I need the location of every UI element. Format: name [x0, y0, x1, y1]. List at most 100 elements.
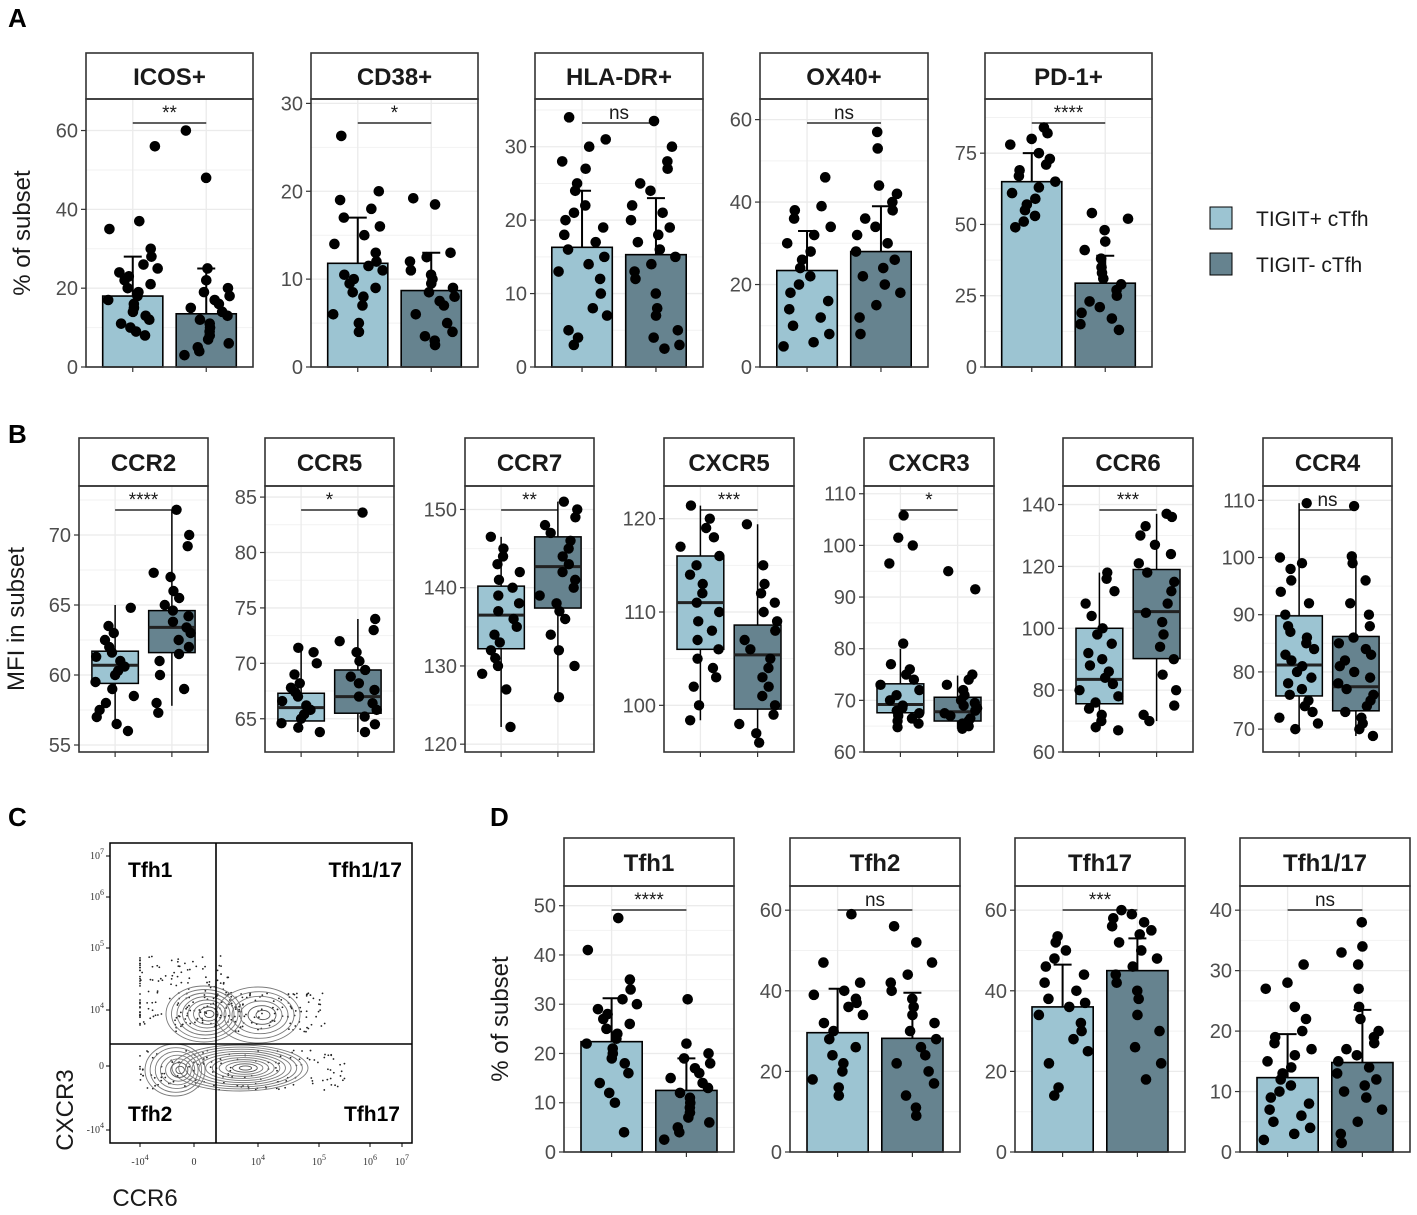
event-dot: [220, 973, 222, 975]
data-point: [1084, 660, 1096, 671]
event-dot: [157, 980, 160, 982]
data-point: [1106, 638, 1117, 649]
event-dot: [180, 971, 183, 974]
data-point: [1078, 969, 1090, 980]
y-tick-label: 50: [534, 896, 556, 918]
event-dot: [261, 1012, 263, 1015]
data-point: [198, 286, 210, 298]
data-point: [171, 504, 182, 515]
data-point: [154, 655, 165, 667]
data-point: [1353, 1001, 1365, 1013]
event-dot: [139, 982, 141, 985]
event-dot: [318, 999, 321, 1001]
panel-label-d: D: [490, 802, 509, 832]
data-point: [1155, 1058, 1167, 1069]
data-point: [1044, 153, 1056, 165]
data-point: [223, 338, 235, 349]
contour-line: [149, 1047, 203, 1093]
y-tick-label: 0: [292, 357, 303, 379]
data-point: [689, 1062, 701, 1074]
data-point: [617, 993, 628, 1005]
data-point: [133, 286, 144, 298]
y-tick-label: 90: [834, 587, 856, 609]
data-point: [1352, 959, 1364, 970]
data-point: [769, 597, 781, 608]
data-point: [1367, 730, 1379, 742]
event-dot: [139, 999, 141, 1001]
facet-ccr2: 55 60 65 70 **** CCR2: [49, 437, 209, 757]
data-point: [1040, 961, 1052, 972]
data-point: [808, 229, 820, 241]
event-dot: [326, 1078, 329, 1081]
data-point: [556, 156, 568, 167]
significance-label: ****: [634, 890, 664, 911]
y-tick-label: 40: [730, 192, 752, 214]
data-point: [658, 1134, 670, 1145]
data-point: [545, 629, 556, 640]
event-dot: [194, 1021, 196, 1024]
data-point: [599, 251, 610, 263]
event-dot: [294, 1025, 297, 1027]
y-tick-label: 20: [760, 1061, 782, 1083]
event-dot: [139, 979, 142, 982]
facet-strip: [78, 437, 209, 487]
event-dot: [187, 981, 189, 984]
y-tick-label: 0: [966, 357, 977, 379]
data-point: [789, 205, 801, 216]
data-point: [967, 669, 978, 680]
data-point: [1274, 552, 1286, 563]
event-dot: [323, 1022, 326, 1025]
data-point: [369, 719, 381, 730]
data-point: [624, 974, 636, 985]
data-point: [1053, 1082, 1064, 1093]
data-point: [1068, 1033, 1079, 1045]
data-point: [926, 957, 938, 968]
event-dot: [185, 1007, 187, 1010]
event-dot: [142, 1021, 145, 1023]
data-point: [691, 597, 702, 608]
event-dot: [300, 1010, 303, 1013]
y-tick-label: 65: [49, 595, 71, 617]
event-dot: [309, 1049, 312, 1052]
data-point: [648, 115, 660, 127]
data-point: [492, 660, 504, 672]
event-dot: [151, 1056, 154, 1059]
data-point: [645, 185, 656, 197]
data-point: [501, 684, 512, 695]
y-tick-label: 40: [1210, 900, 1232, 922]
data-point: [1285, 1080, 1297, 1091]
data-point: [434, 295, 445, 307]
data-point: [1108, 912, 1119, 924]
data-point: [551, 598, 562, 609]
plot-border: [78, 485, 209, 753]
data-point: [898, 510, 909, 521]
event-dot: [272, 1006, 274, 1009]
contour-line: [154, 1050, 199, 1090]
event-dot: [176, 1004, 179, 1006]
data-point: [691, 560, 702, 571]
data-point: [734, 718, 745, 730]
event-dot: [141, 1068, 144, 1071]
data-point: [371, 256, 382, 267]
event-dot: [329, 1077, 332, 1080]
data-point: [692, 634, 703, 646]
event-dot: [277, 1088, 280, 1091]
event-dot: [310, 1023, 313, 1026]
event-dot: [151, 979, 154, 981]
data-point: [167, 605, 179, 616]
event-dot: [245, 1013, 247, 1016]
data-point: [648, 332, 659, 343]
facet-ox40: 0 20 40 60 ns OX40+: [730, 52, 929, 379]
data-point: [348, 273, 360, 285]
data-point: [1133, 993, 1144, 1005]
data-point: [111, 718, 122, 730]
data-point: [846, 908, 857, 920]
data-point: [184, 529, 195, 541]
data-point: [915, 1041, 927, 1053]
data-point: [887, 205, 898, 216]
y-tick-label: 20: [985, 1061, 1007, 1083]
facet-cd38: 0 10 20 30 * CD38+: [281, 52, 479, 379]
event-dot: [287, 993, 290, 995]
data-point: [1284, 689, 1295, 700]
data-point: [125, 602, 136, 613]
